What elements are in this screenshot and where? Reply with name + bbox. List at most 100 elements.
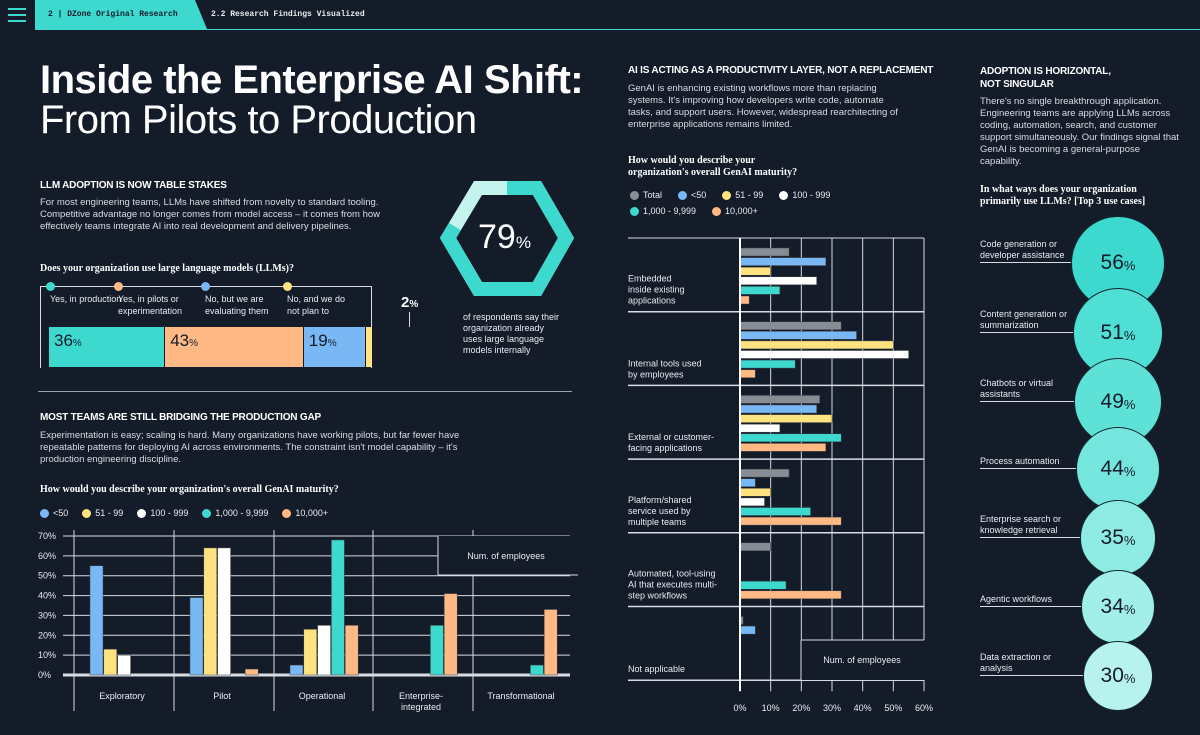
bar <box>530 664 544 676</box>
adoption-stat-caption: of respondents say their organization al… <box>463 312 560 355</box>
bar <box>739 404 817 414</box>
category-label: Embedded <box>628 274 672 284</box>
bar <box>189 597 204 676</box>
legend-label: 100 - 999 <box>792 190 831 200</box>
x-tick-label: Transformational <box>487 691 554 701</box>
bar <box>739 321 842 330</box>
legend-dot <box>40 508 49 518</box>
bar <box>739 468 790 478</box>
menu-icon[interactable] <box>8 8 26 24</box>
productivity-question: How would you describe your organization… <box>628 155 798 178</box>
legend-dot <box>201 282 210 291</box>
use-case-label: Agentic workflows <box>980 594 1053 604</box>
stacked-segment: 36% <box>49 327 165 367</box>
x-tick-label: 60% <box>915 703 933 713</box>
category-label: External or customer- <box>628 432 714 442</box>
legend-dot <box>82 508 92 518</box>
bar <box>289 664 304 676</box>
category-label: Not applicable <box>628 664 685 674</box>
segment-label: No, and we do not plan to <box>287 294 346 316</box>
bar <box>739 590 842 600</box>
bar <box>739 266 771 276</box>
x-tick-label: 30% <box>823 703 841 713</box>
segment-label: Yes, in production <box>50 294 122 304</box>
bar <box>739 497 765 507</box>
bar <box>739 395 820 404</box>
bar <box>739 340 894 350</box>
use-case-label: Chatbots or virtual assistants <box>980 378 1054 399</box>
bar <box>739 331 857 340</box>
label-leader-line <box>980 537 1080 538</box>
legend-title-box <box>801 640 926 680</box>
horizontal-question: In what ways does your organization prim… <box>980 184 1146 207</box>
legend-item: <50 <box>678 190 706 200</box>
section-divider <box>38 391 572 392</box>
label-leader-line <box>980 468 1076 469</box>
legend-item: 1,000 - 9,999 <box>630 206 696 216</box>
x-tick-label: Exploratory <box>99 691 145 701</box>
bar <box>739 488 771 497</box>
segment-value-no-plan: 2% <box>401 294 419 311</box>
category-label: applications <box>628 296 676 306</box>
adoption-question: Does your organization use large languag… <box>40 263 294 274</box>
label-leader-line <box>980 675 1083 676</box>
legend-title: Num. of employees <box>823 655 901 665</box>
bar <box>739 443 827 452</box>
maturity-question: How would you describe your organization… <box>40 484 339 495</box>
bar <box>739 433 842 443</box>
bar <box>739 478 756 487</box>
legend-title-box <box>438 536 578 575</box>
category-label: multiple teams <box>628 517 687 527</box>
label-leader-line <box>980 262 1071 263</box>
bar <box>103 648 118 676</box>
section-tab[interactable]: 2 | DZone Original Research <box>35 0 207 29</box>
label-leader-line <box>980 332 1073 333</box>
legend-dot <box>630 206 639 216</box>
x-tick-label: 50% <box>884 703 902 713</box>
bar <box>739 257 827 266</box>
bar <box>430 625 444 676</box>
use-case-label: Enterprise search or knowledge retrieval <box>980 514 1062 535</box>
bar <box>344 625 359 676</box>
stacked-segment: 19% <box>303 327 365 367</box>
legend-label: <50 <box>691 190 707 200</box>
use-case-label: Process automation <box>980 456 1060 466</box>
legend-dot <box>114 282 123 291</box>
bar <box>739 247 790 257</box>
bar <box>739 516 842 526</box>
x-tick-label: 40% <box>854 703 872 713</box>
adoption-heading: LLM ADOPTION IS NOW TABLE STAKES <box>40 180 227 191</box>
legend-dot <box>46 282 55 291</box>
bar <box>331 539 345 676</box>
bar <box>739 625 756 635</box>
category-label: facing applications <box>628 443 703 453</box>
bar <box>739 507 811 516</box>
stacked-segment <box>365 327 372 367</box>
legend-dot <box>678 190 688 200</box>
legend-item: 51 - 99 <box>722 190 763 200</box>
legend-label: 51 - 99 <box>95 508 124 518</box>
gauge-progress <box>439 181 575 296</box>
use-case-bubble: 34% <box>1081 570 1155 644</box>
y-tick-label: 10% <box>38 650 56 660</box>
legend-item: 100 - 999 <box>779 190 830 200</box>
maturity-heading: MOST TEAMS ARE STILL BRIDGING THE PRODUC… <box>40 412 321 423</box>
legend-dot <box>712 206 722 216</box>
bar <box>739 580 787 590</box>
category-label: service used by <box>628 506 691 516</box>
legend-dot <box>282 508 292 518</box>
legend-label: 10,000+ <box>725 206 758 216</box>
legend-item: 10,000+ <box>282 508 328 518</box>
use-case-bubble: 44% <box>1076 427 1160 511</box>
legend-item: 51 - 99 <box>82 508 123 518</box>
bar <box>203 547 218 676</box>
legend-label: 1,000 - 9,999 <box>643 206 697 216</box>
y-tick-label: 60% <box>38 551 56 561</box>
bar <box>89 565 104 676</box>
legend-dot <box>722 190 732 200</box>
use-case-label: Content generation or summarization <box>980 309 1068 330</box>
bar <box>739 414 833 423</box>
legend-label: Total <box>643 190 663 200</box>
bar <box>739 286 781 295</box>
bar <box>739 369 756 378</box>
